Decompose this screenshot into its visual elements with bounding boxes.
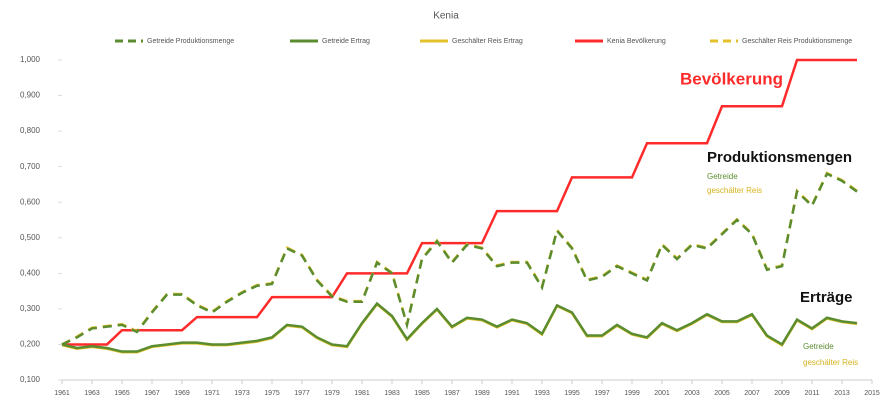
x-tick-label: 1983: [384, 390, 400, 397]
x-tick-label: 1981: [354, 390, 370, 397]
x-tick-label: 2001: [654, 390, 670, 397]
y-tick-label: 0,800: [20, 126, 41, 135]
series-line: [61, 302, 858, 354]
x-tick-label: 1965: [114, 390, 130, 397]
x-tick-label: 2013: [834, 390, 850, 397]
series-line: [62, 58, 857, 346]
series-line: [61, 301, 858, 353]
series-line: [61, 171, 858, 346]
x-tick-label: 2005: [714, 390, 730, 397]
annotation: Produktionsmengen: [707, 149, 852, 166]
x-tick-label: 1987: [444, 390, 460, 397]
y-tick-label: 0,700: [20, 162, 41, 171]
x-tick-label: 1971: [204, 390, 220, 397]
annotation: Erträge: [800, 289, 853, 306]
x-tick-label: 1973: [234, 390, 250, 397]
y-tick-label: 0,400: [20, 268, 41, 277]
annotation: geschälter Reis: [707, 186, 762, 195]
chart-title: Kenia: [433, 11, 459, 22]
annotation: Bevölkerung: [680, 69, 783, 88]
annotation: Getreide: [707, 172, 738, 181]
series-line: [61, 172, 858, 346]
x-tick-label: 1977: [294, 390, 310, 397]
legend-label: Getreide Ertrag: [322, 38, 370, 45]
y-tick-label: 0,500: [20, 233, 41, 242]
x-tick-label: 2009: [774, 390, 790, 397]
x-tick-label: 1961: [54, 390, 70, 397]
legend-label: Geschälter Reis Ertrag: [452, 38, 523, 45]
legend-label: Kenia Bevölkerung: [607, 38, 666, 45]
x-tick-label: 1969: [174, 390, 190, 397]
x-tick-label: 1993: [534, 390, 550, 397]
x-tick-label: 1989: [474, 390, 490, 397]
y-tick-label: 0,200: [20, 340, 41, 349]
legend-label: Geschälter Reis Produktionsmenge: [742, 38, 852, 45]
x-tick-label: 1999: [624, 390, 640, 397]
annotation: Getreide: [803, 342, 834, 351]
x-tick-label: 2015: [864, 390, 880, 397]
x-tick-label: 1963: [84, 390, 100, 397]
x-tick-label: 2007: [744, 390, 760, 397]
x-tick-label: 1985: [414, 390, 430, 397]
legend-label: Getreide Produktionsmenge: [147, 38, 234, 45]
y-tick-label: 0,100: [20, 375, 41, 384]
x-tick-label: 1975: [264, 390, 280, 397]
annotation: geschälter Reis: [803, 358, 858, 367]
x-tick-label: 2011: [804, 390, 819, 397]
x-tick-label: 1991: [504, 390, 520, 397]
y-tick-label: 0,900: [20, 91, 41, 100]
x-tick-label: 1995: [564, 390, 580, 397]
x-tick-label: 1997: [594, 390, 610, 397]
x-tick-label: 1967: [144, 390, 160, 397]
y-tick-label: 0,600: [20, 197, 41, 206]
y-tick-label: 0,300: [20, 304, 41, 313]
y-tick-label: 1,000: [20, 55, 41, 64]
x-tick-label: 1979: [324, 390, 340, 397]
x-tick-label: 2003: [684, 390, 700, 397]
